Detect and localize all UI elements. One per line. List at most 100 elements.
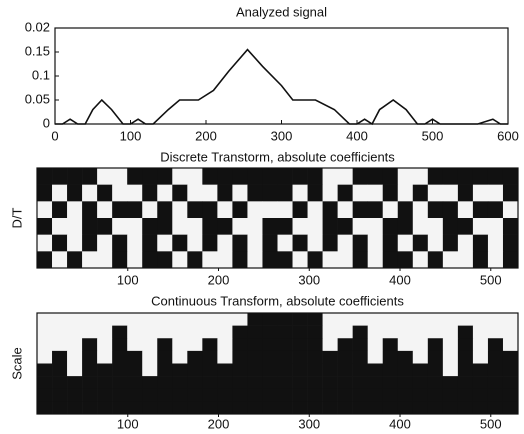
- heatmap-cell: [292, 325, 308, 339]
- heatmap-cell: [232, 218, 248, 235]
- heatmap-cell: [382, 401, 399, 415]
- heatmap-cell: [307, 218, 323, 235]
- heatmap-cell: [337, 388, 353, 402]
- heatmap-cell: [217, 350, 233, 364]
- heatmap-cell: [427, 363, 444, 377]
- heatmap-cell: [457, 313, 474, 326]
- heatmap-cell: [337, 401, 353, 415]
- heatmap-cell: [457, 201, 474, 219]
- heatmap-cell: [157, 363, 173, 377]
- heatmap-cell: [427, 350, 444, 364]
- heatmap-cell: [292, 363, 308, 377]
- heatmap-cell: [337, 168, 353, 185]
- heatmap-cell: [472, 168, 489, 185]
- heatmap-cell: [112, 201, 128, 219]
- heatmap-cell: [187, 350, 203, 364]
- heatmap-cell: [457, 388, 474, 402]
- heatmap-cell: [337, 313, 353, 326]
- heatmap-cell: [232, 184, 248, 202]
- heatmap-cell: [367, 251, 384, 269]
- heatmap-cell: [247, 201, 263, 219]
- heatmap-cell: [367, 234, 384, 252]
- heatmap-cell: [67, 363, 83, 377]
- chart-title: Analyzed signal: [236, 4, 327, 19]
- heatmap-cell: [37, 376, 53, 390]
- heatmap-cell: [247, 325, 263, 339]
- heatmap-cell: [367, 376, 384, 390]
- heatmap-cell: [202, 338, 218, 352]
- x-tick-label: 500: [422, 128, 444, 143]
- heatmap-cell: [367, 313, 384, 326]
- heatmap-cell: [202, 251, 218, 269]
- heatmap-cell: [457, 325, 474, 339]
- heatmap-cell: [472, 388, 489, 402]
- x-tick-label: 500: [480, 272, 502, 287]
- heatmap-cell: [127, 184, 143, 202]
- heatmap-cell: [172, 201, 188, 219]
- y-tick-label: 0: [43, 115, 50, 130]
- x-tick-label: 100: [117, 416, 139, 431]
- heatmap-cell: [352, 376, 368, 390]
- heatmap-cell: [142, 401, 158, 415]
- heatmap-cell: [337, 350, 353, 364]
- heatmap-cell: [442, 350, 459, 364]
- heatmap-cell: [142, 234, 158, 252]
- heatmap-cell: [52, 388, 68, 402]
- heatmap-cell: [202, 388, 218, 402]
- heatmap-cell: [352, 325, 368, 339]
- heatmap-cell: [217, 376, 233, 390]
- heatmap-cell: [382, 388, 399, 402]
- heatmap-cell: [262, 168, 278, 185]
- heatmap-cell: [457, 338, 474, 352]
- heatmap-cell: [112, 401, 128, 415]
- heatmap-cell: [322, 168, 338, 185]
- plot-frame: [36, 312, 519, 415]
- heatmap-cell: [67, 234, 83, 252]
- x-tick-label: 100: [117, 272, 139, 287]
- heatmap-cell: [52, 313, 68, 326]
- heatmap-cell: [262, 218, 278, 235]
- heatmap-cell: [52, 325, 68, 339]
- heatmap-cell: [307, 363, 323, 377]
- heatmap-cell: [52, 376, 68, 390]
- heatmap-cell: [217, 184, 233, 202]
- heatmap-cell: [67, 218, 83, 235]
- heatmap-cell: [472, 251, 489, 269]
- heatmap-cell: [472, 218, 489, 235]
- heatmap-cell: [82, 401, 98, 415]
- heatmap-cell: [202, 376, 218, 390]
- heatmap-cell: [487, 350, 504, 364]
- heatmap-cell: [322, 401, 338, 415]
- heatmap-cell: [472, 201, 489, 219]
- heatmap-cell: [502, 184, 519, 202]
- heatmap-cell: [217, 401, 233, 415]
- heatmap-cell: [37, 401, 53, 415]
- heatmap-cell: [97, 350, 113, 364]
- heatmap-cell: [142, 201, 158, 219]
- heatmap-cell: [442, 184, 459, 202]
- heatmap-cell: [52, 184, 68, 202]
- x-tick-label: 0: [51, 128, 58, 143]
- heatmap-cell: [142, 325, 158, 339]
- heatmap-cell: [307, 325, 323, 339]
- heatmap-cell: [37, 388, 53, 402]
- heatmap-cell: [217, 388, 233, 402]
- heatmap-cell: [262, 401, 278, 415]
- heatmap-cell: [127, 313, 143, 326]
- heatmap-cell: [367, 388, 384, 402]
- heatmap-cell: [127, 388, 143, 402]
- heatmap-cell: [67, 168, 83, 185]
- heatmap-cell: [67, 325, 83, 339]
- heatmap-cell: [337, 251, 353, 269]
- heatmap-cell: [397, 350, 414, 364]
- heatmap-cell: [202, 218, 218, 235]
- heatmap-cell: [277, 201, 293, 219]
- heatmap-cell: [487, 184, 504, 202]
- heatmap-cell: [262, 313, 278, 326]
- heatmap-cell: [352, 251, 368, 269]
- heatmap-cell: [502, 388, 519, 402]
- heatmap-cell: [277, 234, 293, 252]
- chart-title: Continuous Transform, absolute coefficie…: [151, 293, 404, 308]
- heatmap-cell: [487, 338, 504, 352]
- heatmap-cell: [397, 376, 414, 390]
